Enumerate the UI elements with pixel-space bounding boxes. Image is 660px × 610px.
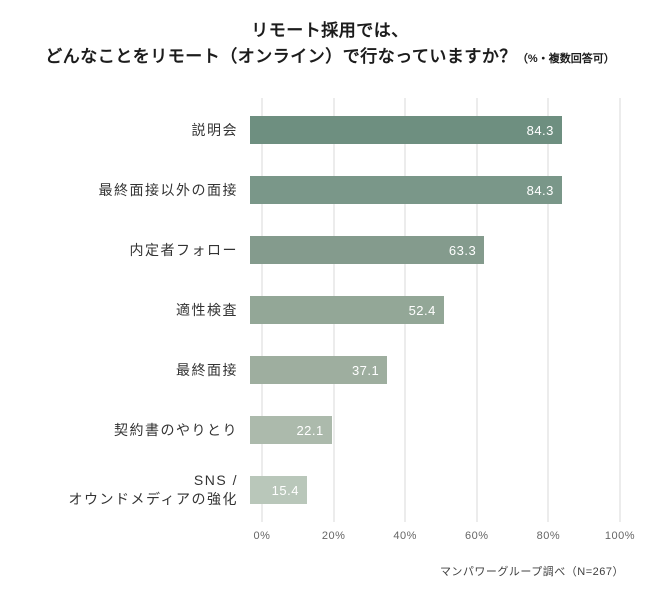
bar-track: 22.1 xyxy=(250,416,620,444)
bar: 84.3 xyxy=(250,116,562,144)
bar-track: 15.4 xyxy=(250,476,620,504)
source-note: マンパワーグループ調べ（N=267） xyxy=(439,566,624,578)
chart-title-line2: どんなことをリモート（オンライン）で行なっていますか？（%・複数回答可） xyxy=(0,44,660,72)
gridline xyxy=(547,98,549,522)
x-axis-tick-label: 0% xyxy=(253,530,271,542)
bar-value: 52.4 xyxy=(408,302,436,318)
bar-row: SNS / オウンドメディアの強化 15.4 xyxy=(0,460,620,520)
x-axis-tick-label: 40% xyxy=(393,530,417,542)
bar-track: 63.3 xyxy=(250,236,620,264)
bar-value: 63.3 xyxy=(448,242,477,258)
bar-track: 84.3 xyxy=(250,176,620,204)
bar-row: 最終面接以外の面接 84.3 xyxy=(0,160,620,220)
chart-title-line2-main: どんなことをリモート（オンライン）で行なっていますか？ xyxy=(45,47,517,66)
category-label: 最終面接以外の面接 xyxy=(98,181,238,198)
bar-row: 最終面接 37.1 xyxy=(0,340,620,400)
bar: 15.4 xyxy=(250,476,307,504)
bar: 63.3 xyxy=(250,236,485,264)
bar-row: 契約書のやりとり 22.1 xyxy=(0,400,620,460)
bar-value: 84.3 xyxy=(526,182,554,198)
bar-rows: 説明会 84.3 最終面接以外の面接 84.3 内定者フォロー 63.3 適性検… xyxy=(0,100,620,520)
bar-track: 52.4 xyxy=(250,296,620,324)
bar-value: 37.1 xyxy=(351,362,380,378)
chart-title-line1: リモート採用では、 xyxy=(251,21,409,40)
x-axis-tick-label: 60% xyxy=(465,530,489,542)
bar-track: 84.3 xyxy=(250,116,620,144)
bar: 22.1 xyxy=(250,416,332,444)
x-axis-tick-label: 100% xyxy=(604,530,636,542)
bar-value: 84.3 xyxy=(526,122,554,138)
bar-value: 22.1 xyxy=(296,422,324,438)
bar: 37.1 xyxy=(250,356,388,384)
bar-value: 15.4 xyxy=(271,482,299,498)
x-axis-tick-label: 80% xyxy=(536,530,561,542)
category-label: 内定者フォロー xyxy=(129,241,238,258)
bar-track: 37.1 xyxy=(250,356,620,384)
chart-title: リモート採用では、 どんなことをリモート（オンライン）で行なっていますか？（%・… xyxy=(0,18,660,72)
bar-row: 適性検査 52.4 xyxy=(0,280,620,340)
gridline xyxy=(476,98,478,522)
gridline xyxy=(619,98,621,522)
x-axis-tick-label: 20% xyxy=(321,530,346,542)
category-label: SNS / オウンドメディアの強化 xyxy=(68,472,238,507)
category-label: 契約書のやりとり xyxy=(114,421,238,438)
category-label: 説明会 xyxy=(191,121,238,138)
bar-row: 内定者フォロー 63.3 xyxy=(0,220,620,280)
bar: 84.3 xyxy=(250,176,562,204)
bar-row: 説明会 84.3 xyxy=(0,100,620,160)
category-label: 最終面接 xyxy=(176,361,238,378)
bar: 52.4 xyxy=(250,296,444,324)
category-label: 適性検査 xyxy=(176,301,238,318)
chart-title-note: （%・複数回答可） xyxy=(516,53,615,65)
